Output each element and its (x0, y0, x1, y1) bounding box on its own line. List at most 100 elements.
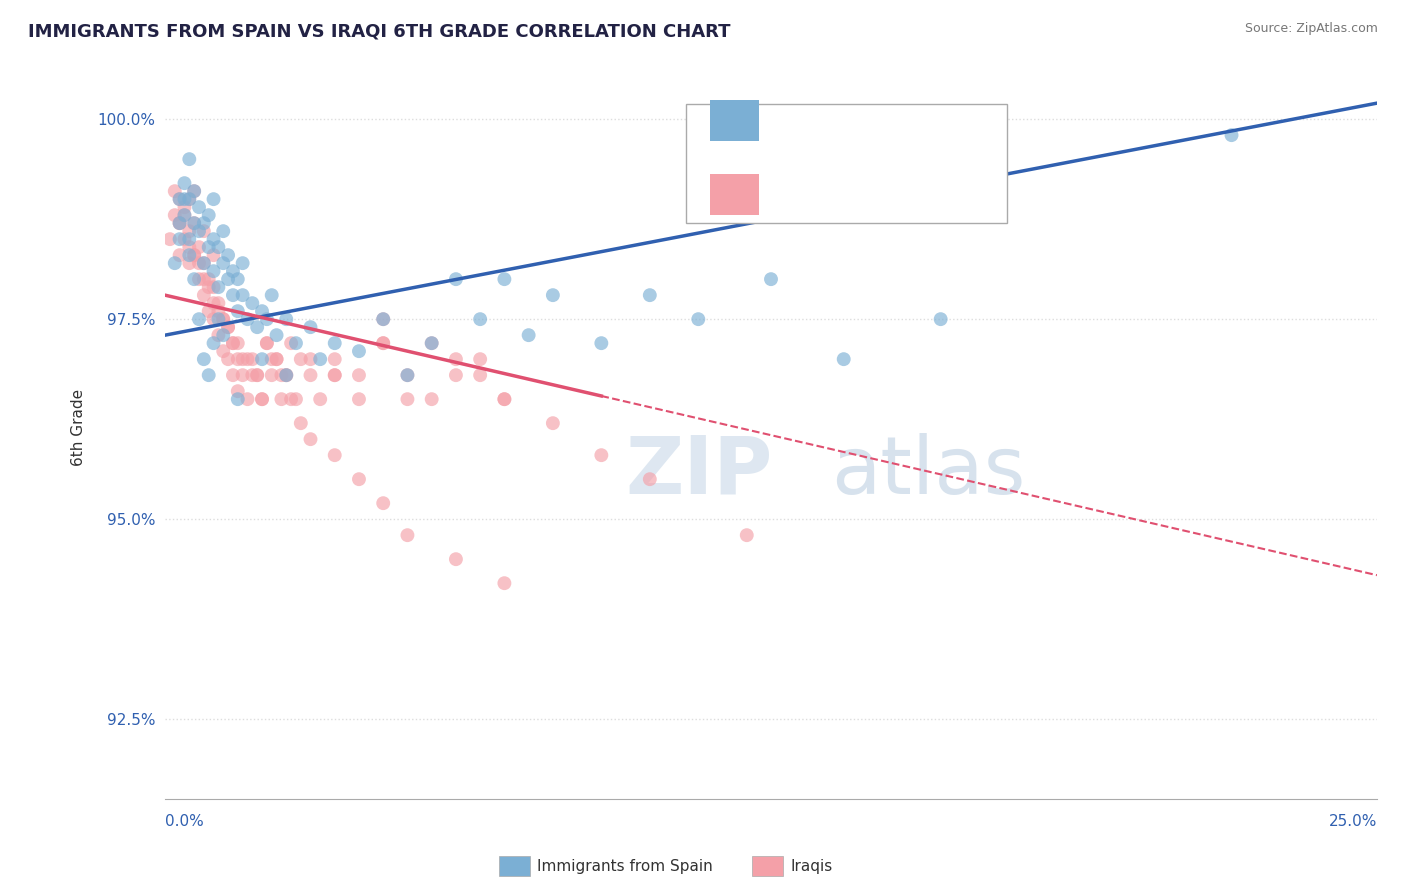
Point (193, 352, 215, 367)
Point (226, 352, 249, 367)
Point (270, 392, 292, 406)
Point (163, 208, 186, 222)
Point (169, 216, 191, 230)
Text: Iraqis: Iraqis (790, 859, 832, 873)
Point (299, 352, 322, 367)
Point (217, 320, 239, 334)
Point (179, 240, 201, 254)
Point (212, 256, 235, 270)
Point (246, 368, 269, 383)
Text: IMMIGRANTS FROM SPAIN VS IRAQI 6TH GRADE CORRELATION CHART: IMMIGRANTS FROM SPAIN VS IRAQI 6TH GRADE… (28, 22, 731, 40)
Point (373, 312, 395, 326)
Point (207, 240, 229, 254)
Text: Immigrants from Spain: Immigrants from Spain (537, 859, 713, 873)
Point (929, 312, 952, 326)
Text: 0.0%: 0.0% (165, 814, 204, 829)
Point (347, 472, 370, 486)
Text: R =  0.322: R = 0.322 (778, 112, 873, 129)
Point (188, 272, 211, 286)
Point (179, 224, 201, 238)
Point (299, 320, 322, 334)
Point (179, 192, 201, 206)
Point (202, 248, 225, 262)
Point (188, 224, 211, 238)
Point (173, 232, 195, 246)
Point (260, 368, 283, 383)
Point (396, 368, 419, 383)
Point (276, 368, 298, 383)
Point (396, 368, 419, 383)
Point (373, 336, 395, 351)
Point (197, 240, 219, 254)
Point (470, 368, 492, 383)
Point (188, 200, 211, 214)
Point (373, 496, 395, 510)
Point (256, 336, 278, 351)
Point (759, 272, 782, 286)
Point (217, 272, 239, 286)
Point (276, 312, 298, 326)
Point (207, 280, 229, 294)
Text: N =  72: N = 72 (917, 112, 984, 129)
Point (169, 192, 191, 206)
Point (284, 336, 307, 351)
Point (323, 336, 346, 351)
Point (290, 352, 312, 367)
Point (396, 392, 419, 406)
Point (222, 336, 245, 351)
Point (347, 368, 370, 383)
Point (323, 352, 346, 367)
Point (202, 312, 225, 326)
Point (591, 336, 613, 351)
Point (470, 312, 492, 326)
Point (266, 352, 288, 367)
Point (236, 352, 259, 367)
Point (266, 328, 288, 343)
Point (202, 296, 225, 310)
Point (197, 280, 219, 294)
Point (193, 256, 215, 270)
Point (299, 432, 322, 446)
Point (193, 216, 215, 230)
Point (290, 416, 312, 430)
Point (207, 312, 229, 326)
Point (323, 368, 346, 383)
Point (250, 352, 273, 367)
Point (420, 336, 443, 351)
Point (309, 392, 332, 406)
Point (250, 304, 273, 318)
Point (232, 352, 254, 367)
Point (494, 392, 516, 406)
Point (197, 208, 219, 222)
Text: R =  -0.219: R = -0.219 (778, 186, 880, 203)
Point (276, 368, 298, 383)
Point (270, 368, 292, 383)
Point (188, 256, 211, 270)
Point (256, 312, 278, 326)
Text: N =  105: N = 105 (917, 186, 995, 203)
Point (444, 352, 467, 367)
Point (169, 248, 191, 262)
Point (638, 288, 661, 302)
Point (212, 312, 235, 326)
Point (470, 352, 492, 367)
Point (183, 216, 205, 230)
Point (236, 312, 259, 326)
Point (226, 272, 249, 286)
Point (494, 272, 516, 286)
Point (444, 552, 467, 566)
Point (212, 328, 235, 343)
Text: Source: ZipAtlas.com: Source: ZipAtlas.com (1244, 22, 1378, 36)
Y-axis label: 6th Grade: 6th Grade (72, 389, 86, 466)
Point (202, 336, 225, 351)
Point (202, 280, 225, 294)
Point (217, 320, 239, 334)
Point (193, 288, 215, 302)
Point (197, 272, 219, 286)
Point (207, 296, 229, 310)
Point (183, 272, 205, 286)
Point (236, 392, 259, 406)
Point (179, 192, 201, 206)
Text: 25.0%: 25.0% (1329, 814, 1376, 829)
Point (309, 352, 332, 367)
